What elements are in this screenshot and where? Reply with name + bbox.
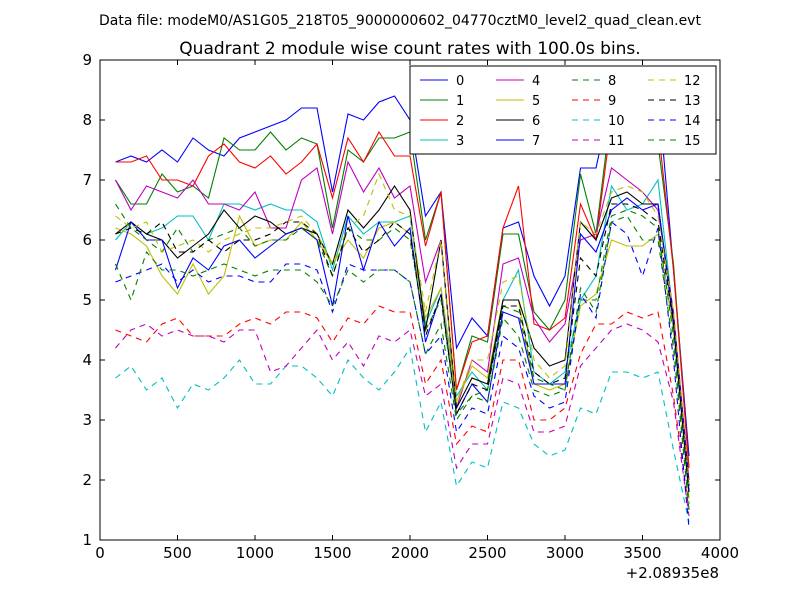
legend-label-6: 6 — [532, 114, 540, 129]
legend-label-5: 5 — [532, 94, 540, 109]
legend-box — [409, 65, 717, 155]
y-tick-label: 2 — [82, 471, 92, 489]
series-line-11 — [115, 323, 690, 517]
x-axis: 0 500 1000 1500 2000 2500 3000 3500 4000 — [95, 60, 739, 562]
series-line-6 — [115, 184, 690, 487]
series-line-1 — [115, 95, 690, 469]
legend-label-3: 3 — [456, 134, 464, 149]
series-line-4 — [115, 160, 690, 481]
series-line-2 — [115, 118, 690, 469]
legend-label-9: 9 — [608, 94, 616, 109]
figure-suptitle: Data file: modeM0/AS1G05_218T05_90000006… — [99, 13, 701, 29]
series-line-15 — [114, 215, 690, 511]
series-layer — [114, 71, 690, 529]
series-line-12 — [115, 172, 690, 487]
y-tick-label: 9 — [82, 51, 92, 69]
y-tick-label: 4 — [82, 351, 92, 369]
series-line-3 — [115, 178, 690, 493]
y-tick-label: 7 — [82, 171, 92, 189]
x-axis-offset-label: +2.08935e8 — [626, 564, 719, 582]
x-tick-label: 0 — [95, 544, 105, 562]
legend-label-2: 2 — [456, 114, 464, 129]
legend-label-7: 7 — [532, 134, 540, 149]
x-tick-label: 3500 — [623, 544, 661, 562]
x-tick-label: 500 — [163, 544, 192, 562]
legend-label-11: 11 — [608, 134, 625, 149]
x-tick-label: 4000 — [701, 544, 739, 562]
x-tick-label: 2000 — [391, 544, 429, 562]
legend-label-10: 10 — [608, 114, 625, 129]
series-line-0 — [115, 71, 690, 457]
y-tick-label: 8 — [82, 111, 92, 129]
x-tick-label: 1000 — [236, 544, 274, 562]
series-line-10 — [115, 346, 690, 523]
legend-label-15: 15 — [684, 134, 701, 149]
y-tick-label: 6 — [82, 231, 92, 249]
x-tick-label: 3000 — [546, 544, 584, 562]
chart-title: Quadrant 2 module wise count rates with … — [179, 39, 640, 59]
x-tick-label: 2500 — [468, 544, 506, 562]
legend-label-4: 4 — [532, 74, 540, 89]
x-tick-label: 1500 — [313, 544, 351, 562]
legend-label-13: 13 — [684, 94, 701, 109]
series-line-5 — [115, 214, 690, 499]
legend-label-1: 1 — [456, 94, 464, 109]
y-tick-label: 3 — [82, 411, 92, 429]
legend-label-12: 12 — [684, 74, 701, 89]
series-line-7 — [114, 197, 690, 493]
series-line-13 — [115, 203, 690, 493]
legend-label-14: 14 — [684, 114, 701, 129]
legend-label-0: 0 — [456, 74, 464, 89]
series-line-9 — [115, 305, 690, 511]
series-line-8 — [115, 203, 690, 505]
y-tick-label: 5 — [82, 291, 92, 309]
legend-label-8: 8 — [608, 74, 616, 89]
y-tick-label: 1 — [82, 531, 92, 549]
